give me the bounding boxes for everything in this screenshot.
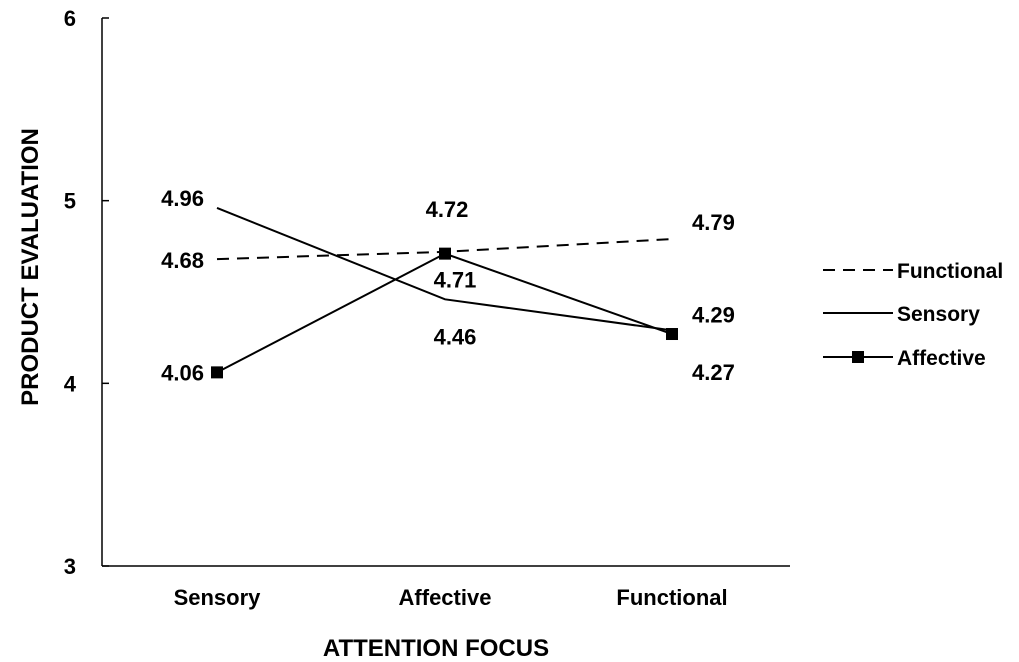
series-layer	[211, 207, 678, 379]
x-axis-title: ATTENTION FOCUS	[323, 635, 549, 662]
data-label-functional: 4.72	[426, 197, 469, 222]
data-point-affective	[439, 247, 451, 260]
legend: Functional Sensory Affective	[823, 260, 1003, 370]
x-ticks: Sensory Affective Functional	[174, 585, 728, 610]
data-label-affective: 4.71	[434, 268, 477, 293]
data-label-functional: 4.68	[161, 248, 204, 273]
data-label-affective: 4.06	[161, 360, 204, 385]
data-label-sensory: 4.46	[434, 324, 477, 349]
y-tick-label: 3	[64, 554, 76, 579]
legend-label-functional: Functional	[897, 260, 1003, 283]
series-line-sensory	[216, 207, 673, 332]
y-ticks: 3 4 5 6	[64, 6, 109, 579]
y-tick-label: 6	[64, 6, 76, 31]
data-labels: 4.68 4.72 4.79 4.96 4.46 4.29 4.06 4.71 4.27	[161, 186, 735, 385]
data-label-sensory: 4.29	[692, 302, 735, 327]
y-tick-label: 5	[64, 189, 76, 214]
legend-label-affective: Affective	[897, 347, 986, 370]
x-tick-label: Functional	[616, 585, 727, 610]
data-label-functional: 4.79	[692, 210, 735, 235]
legend-label-sensory: Sensory	[897, 303, 980, 326]
x-tick-label: Sensory	[174, 585, 262, 610]
data-label-sensory: 4.96	[161, 186, 204, 211]
legend-marker-affective	[852, 351, 864, 363]
y-tick-label: 4	[64, 371, 77, 396]
y-axis-title: PRODUCT EVALUATION	[17, 128, 44, 406]
x-tick-label: Affective	[399, 585, 492, 610]
data-label-affective: 4.27	[692, 360, 735, 385]
data-point-affective	[666, 328, 678, 341]
data-point-affective	[211, 366, 223, 379]
axes	[101, 18, 790, 567]
